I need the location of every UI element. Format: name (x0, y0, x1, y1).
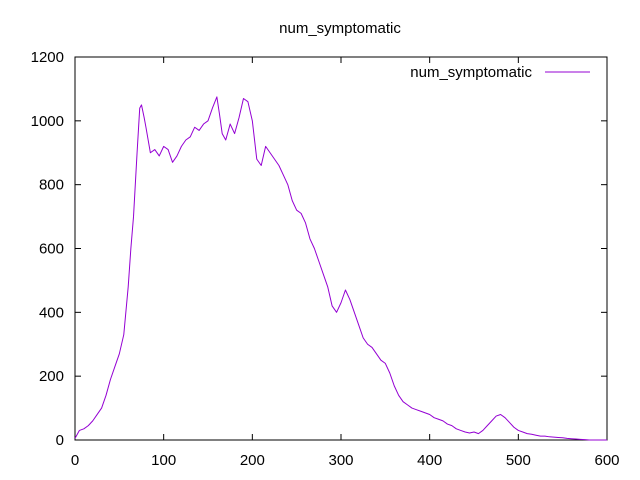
x-tick-label: 200 (240, 452, 265, 469)
axes: 0 100 200 300 400 500 600 0 200 400 600 800 1000 1200 (31, 49, 620, 469)
x-tick-label: 300 (328, 452, 353, 469)
x-tick-label: 100 (151, 452, 176, 469)
plot-frame (74, 56, 608, 441)
y-tick-label: 0 (56, 432, 64, 449)
legend: num_symptomatic (410, 64, 590, 81)
y-tick-label: 800 (39, 177, 64, 194)
y-tick-label: 1200 (31, 49, 64, 66)
series-line-0 (74, 96, 607, 441)
y-tick-label: 400 (39, 304, 64, 321)
x-tick-label: 600 (594, 452, 619, 469)
y-tick-label: 200 (39, 368, 64, 385)
x-tick-label: 400 (417, 452, 442, 469)
legend-entry-label: num_symptomatic (410, 64, 532, 81)
series-layer (74, 96, 607, 441)
y-tick-label: 1000 (31, 113, 64, 130)
x-tick-label: 0 (71, 452, 79, 469)
chart-title: num_symptomatic (279, 20, 401, 37)
x-tick-label: 500 (506, 452, 531, 469)
y-tick-label: 600 (39, 241, 64, 258)
